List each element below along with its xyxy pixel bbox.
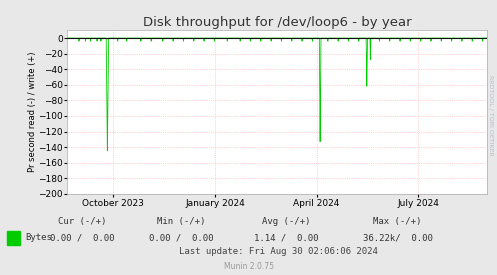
Y-axis label: Pr second read (-) / write (+): Pr second read (-) / write (+) — [28, 52, 37, 172]
Text: Munin 2.0.75: Munin 2.0.75 — [224, 262, 273, 271]
Text: Avg (-/+): Avg (-/+) — [261, 217, 310, 226]
Text: Max (-/+): Max (-/+) — [373, 217, 422, 226]
Text: 36.22k/  0.00: 36.22k/ 0.00 — [363, 233, 432, 242]
Text: 1.14 /  0.00: 1.14 / 0.00 — [253, 233, 318, 242]
Text: 0.00 /  0.00: 0.00 / 0.00 — [149, 233, 214, 242]
Text: Bytes: Bytes — [25, 233, 52, 242]
Title: Disk throughput for /dev/loop6 - by year: Disk throughput for /dev/loop6 - by year — [143, 16, 412, 29]
Text: 0.00 /  0.00: 0.00 / 0.00 — [50, 233, 114, 242]
Text: Cur (-/+): Cur (-/+) — [58, 217, 106, 226]
Text: Last update: Fri Aug 30 02:06:06 2024: Last update: Fri Aug 30 02:06:06 2024 — [179, 247, 378, 256]
Text: Min (-/+): Min (-/+) — [157, 217, 206, 226]
Text: RRDTOOL / TOBI OETIKER: RRDTOOL / TOBI OETIKER — [489, 75, 494, 156]
